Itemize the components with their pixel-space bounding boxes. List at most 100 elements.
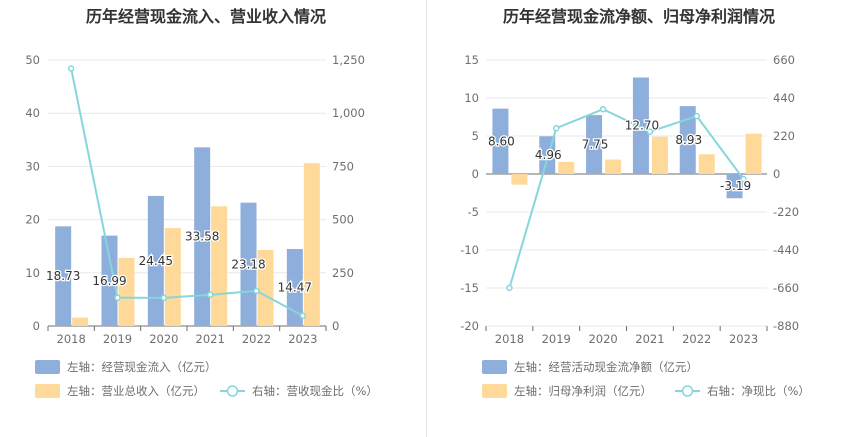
x-axis-tick-label: 2018 [57,332,86,346]
bar-secondary [558,161,575,174]
left-axis-tick-label: 5 [472,129,479,143]
right-axis-tick-label: 1,250 [332,53,365,67]
bar-secondary [605,159,622,174]
left-axis-tick-label: -15 [460,281,479,295]
legend-label: 左轴：经营活动现金流净额（亿元） [514,360,698,374]
ratio-line-point [646,128,654,135]
right-axis-tick-label: 220 [773,129,795,143]
bar--primary [586,115,603,174]
left-axis-tick-label: 20 [25,213,40,227]
bar-data-label: 12.70 [625,119,659,133]
left-axis-tick-label: 0 [33,319,40,333]
bar--primary [55,226,72,326]
bar-secondary [257,249,274,326]
bar-secondary [651,136,668,174]
bar--primary [286,249,303,326]
right-axis-tick-label: -880 [773,319,799,333]
bar-data-label: 7.75 [582,138,609,152]
left-axis-tick-label: 15 [464,53,479,67]
bar-data-label: 33.58 [185,230,219,244]
ratio-line [508,108,745,289]
bar-data-label: 14.47 [278,281,312,295]
bar--primary [492,108,509,174]
left-axis-tick-label: 10 [25,266,40,280]
ratio-line-point [160,294,168,302]
bar--primary [101,235,118,326]
ratio-line-point [253,287,260,295]
ratio-line [70,68,304,317]
ratio-line-point [599,105,607,113]
left-axis-tick-label: 50 [25,53,40,67]
legend-label: 左轴：营业总收入（亿元） [67,384,205,398]
ratio-line-point [693,112,700,120]
x-axis-tick-label: 2019 [542,332,571,346]
chart-net-cash-flow-profit: 历年经营现金流净额、归母净利润情况 -20 -880 -15 -660 -10 -440 -5… [460,7,810,398]
bar--primary [632,77,649,174]
bar-secondary [118,257,135,326]
x-axis-tick-label: 2020 [588,332,617,346]
ratio-line-point [506,284,513,292]
right-axis-tick-label: -220 [773,205,799,219]
ratio-line-point [553,124,560,132]
x-axis-tick-label: 2019 [103,332,132,346]
legend-swatch-marker [226,385,239,397]
bar--primary [240,202,257,326]
left-axis-tick-label: 30 [25,159,40,173]
ratio-line-point [740,175,747,183]
legend-label: 右轴：营收现金比（%） [252,384,378,398]
right-axis-tick-label: 1,000 [332,106,365,120]
legend-swatch-secondary [482,384,507,398]
x-axis-tick-label: 2023 [288,332,317,346]
ratio-line-point [206,291,214,298]
bar-secondary [745,133,762,174]
bar-secondary [211,206,228,326]
bar-secondary [698,154,715,174]
chart-cash-inflow-revenue: 历年经营现金流入、营业收入情况 0 0 10 250 20 500 30 750 40 1,000 5… [25,7,378,398]
left-axis-tick-label: -10 [460,243,479,257]
bar-data-label: -3.19 [720,179,751,193]
left-axis-tick-label: 10 [464,91,479,105]
right-axis-tick-label: -440 [773,243,799,257]
right-axis-tick-label: 0 [332,319,339,333]
x-axis-tick-label: 2020 [149,332,178,346]
bar-data-label: 18.73 [46,269,80,283]
right-axis-tick-label: -660 [773,281,799,295]
ratio-line-point [114,294,121,301]
ratio-line-point [299,312,307,320]
legend-swatch-marker [681,385,694,397]
legend-label: 左轴：归母净利润（亿元） [514,384,652,398]
x-axis-tick-label: 2021 [196,332,225,346]
legend-label: 右轴：净现比（%） [707,384,810,398]
x-axis-tick-label: 2018 [495,332,524,346]
bar--primary [726,174,743,199]
right-axis-tick-label: 750 [332,159,354,173]
panel-divider [426,0,427,437]
right-axis-tick-label: 660 [773,53,795,67]
left-axis-tick-label: -20 [460,319,479,333]
bar-secondary [303,163,320,326]
bar-data-label: 16.99 [92,274,126,288]
right-axis-tick-label: 0 [773,167,780,181]
legend-label: 左轴：经营现金流入（亿元） [67,360,217,374]
right-axis-tick-label: 440 [773,91,795,105]
legend-swatch-secondary [35,384,60,398]
legend-swatch-primary [35,360,60,374]
legend-swatch-primary [482,360,507,374]
left-axis-tick-label: -5 [468,205,479,219]
chart-title: 历年经营现金流入、营业收入情况 [86,7,326,26]
bar-secondary [72,317,89,326]
bar-data-label: 8.93 [675,133,702,147]
bar-data-label: 24.45 [139,254,173,268]
bar-data-label: 23.18 [231,257,265,271]
ratio-line-point [67,65,75,72]
bar-secondary [511,174,528,185]
left-axis-tick-label: 0 [472,167,479,181]
bar--primary [679,106,696,174]
chart-title: 历年经营现金流净额、归母净利润情况 [503,7,775,26]
bar--primary [147,195,164,326]
x-axis-tick-label: 2023 [729,332,758,346]
bar-secondary [164,228,181,326]
x-axis-tick-label: 2022 [682,332,711,346]
right-axis-tick-label: 500 [332,213,354,227]
